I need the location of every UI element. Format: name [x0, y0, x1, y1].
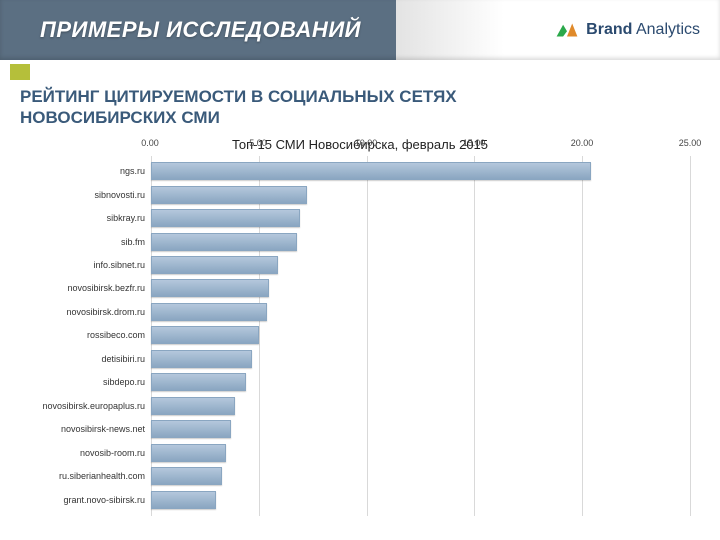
y-axis-label: rossibeco.com [5, 330, 145, 340]
bar [151, 444, 226, 462]
y-axis-label: ru.siberianhealth.com [5, 471, 145, 481]
bar-row: novosibirsk.drom.ru [151, 303, 690, 321]
bar [151, 397, 235, 415]
bar [151, 373, 246, 391]
bar [151, 350, 252, 368]
bar [151, 326, 259, 344]
bar-row: ru.siberianhealth.com [151, 467, 690, 485]
brand-analytics-icon [554, 17, 580, 43]
bar-row: sibkray.ru [151, 209, 690, 227]
bar-row: novosibirsk.bezfr.ru [151, 279, 690, 297]
bar-row: sibnovosti.ru [151, 186, 690, 204]
bar-row: sibdepo.ru [151, 373, 690, 391]
chart: 0.005.0010.0015.0020.0025.00 ngs.rusibno… [150, 156, 690, 516]
header-title: ПРИМЕРЫ ИССЛЕДОВАНИЙ [40, 17, 361, 43]
y-axis-label: sibnovosti.ru [5, 190, 145, 200]
y-axis-label: grant.novo-sibirsk.ru [5, 495, 145, 505]
y-axis-label: sibdepo.ru [5, 377, 145, 387]
bar-row: sib.fm [151, 233, 690, 251]
header-band: ПРИМЕРЫ ИССЛЕДОВАНИЙ Brand Analytics [0, 0, 720, 60]
bar [151, 279, 269, 297]
bar-row: novosibirsk.europaplus.ru [151, 397, 690, 415]
x-axis-tick-label: 10.00 [355, 138, 378, 148]
bar-row: novosibirsk-news.net [151, 420, 690, 438]
x-axis-tick-label: 0.00 [141, 138, 159, 148]
bar-row: detisibiri.ru [151, 350, 690, 368]
bar [151, 162, 591, 180]
x-axis-labels: 0.005.0010.0015.0020.0025.00 [150, 138, 690, 152]
y-axis-label: novosibirsk.bezfr.ru [5, 283, 145, 293]
bar-row: novosib-room.ru [151, 444, 690, 462]
brand-logo-block: Brand Analytics [554, 17, 700, 43]
bar [151, 467, 222, 485]
x-axis-tick-label: 5.00 [249, 138, 267, 148]
y-axis-label: sibkray.ru [5, 213, 145, 223]
plot-area: ngs.ru sibnovosti.ru sibkray.ru sib.fm info.… [150, 156, 690, 516]
slide-title-line2: НОВОСИБИРСКИХ СМИ [20, 107, 720, 128]
y-axis-label: novosibirsk-news.net [5, 424, 145, 434]
accent-block [10, 64, 30, 80]
y-axis-label: info.sibnet.ru [5, 260, 145, 270]
bar-row: ngs.ru [151, 162, 690, 180]
gridline [690, 156, 691, 516]
x-axis-tick-label: 25.00 [679, 138, 702, 148]
bar [151, 491, 216, 509]
x-axis-tick-label: 15.00 [463, 138, 486, 148]
bars-container: ngs.ru sibnovosti.ru sibkray.ru sib.fm info.… [151, 156, 690, 516]
bar-row: rossibeco.com [151, 326, 690, 344]
bar [151, 303, 267, 321]
slide-title-line1: РЕЙТИНГ ЦИТИРУЕМОСТИ В СОЦИАЛЬНЫХ СЕТЯХ [20, 86, 720, 107]
bar-row: grant.novo-sibirsk.ru [151, 491, 690, 509]
x-axis-tick-label: 20.00 [571, 138, 594, 148]
bar [151, 209, 300, 227]
y-axis-label: sib.fm [5, 237, 145, 247]
y-axis-label: novosibirsk.europaplus.ru [5, 401, 145, 411]
y-axis-label: ngs.ru [5, 166, 145, 176]
bar [151, 186, 307, 204]
bar [151, 256, 278, 274]
y-axis-label: novosib-room.ru [5, 448, 145, 458]
bar [151, 233, 297, 251]
brand-strong: Brand [586, 21, 632, 38]
brand-rest: Analytics [636, 21, 700, 38]
bar-row: info.sibnet.ru [151, 256, 690, 274]
slide-title: РЕЙТИНГ ЦИТИРУЕМОСТИ В СОЦИАЛЬНЫХ СЕТЯХ … [20, 86, 720, 129]
brand-text: Brand Analytics [586, 21, 700, 39]
bar [151, 420, 231, 438]
y-axis-label: detisibiri.ru [5, 354, 145, 364]
y-axis-label: novosibirsk.drom.ru [5, 307, 145, 317]
